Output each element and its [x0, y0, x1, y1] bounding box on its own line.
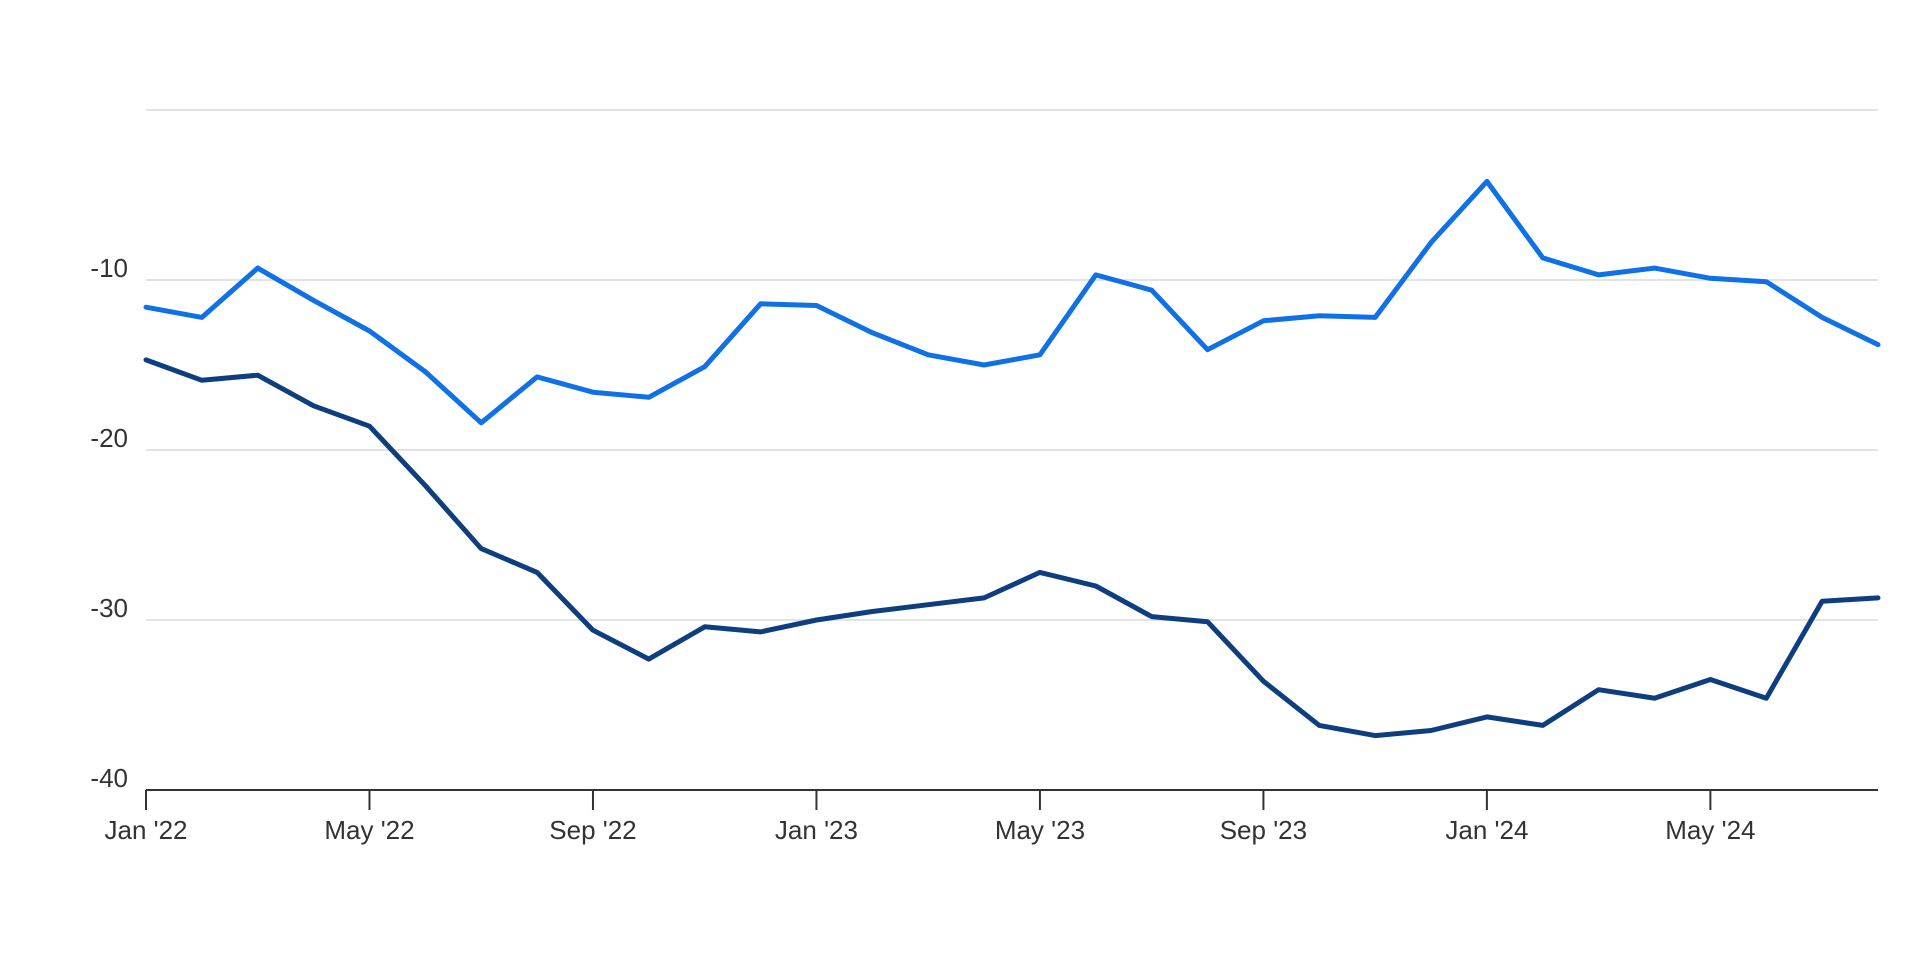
y-tick-label: -10 — [90, 253, 128, 283]
x-axis: Jan '22 May '22 Sep '22 Jan '23 May '23 Sep '… — [104, 789, 1878, 845]
x-tick-label: May '22 — [324, 815, 414, 845]
x-tick-label: Jan '23 — [775, 815, 858, 845]
x-tick-label: Jan '24 — [1445, 815, 1528, 845]
x-tick-label: Jan '22 — [104, 815, 187, 845]
x-tick-label: Sep '22 — [549, 815, 636, 845]
x-tick-label: May '24 — [1665, 815, 1755, 845]
y-tick-label: -40 — [90, 763, 128, 793]
series-line-2 — [143, 357, 1881, 739]
series-lines — [143, 178, 1881, 739]
series-line-1 — [143, 178, 1881, 426]
y-tick-label: -20 — [90, 423, 128, 453]
x-tick-label: May '23 — [995, 815, 1085, 845]
x-tick-label: Sep '23 — [1220, 815, 1307, 845]
y-axis: -10 -20 -30 -40 — [90, 253, 128, 793]
gridlines — [146, 109, 1878, 621]
y-tick-label: -30 — [90, 593, 128, 623]
